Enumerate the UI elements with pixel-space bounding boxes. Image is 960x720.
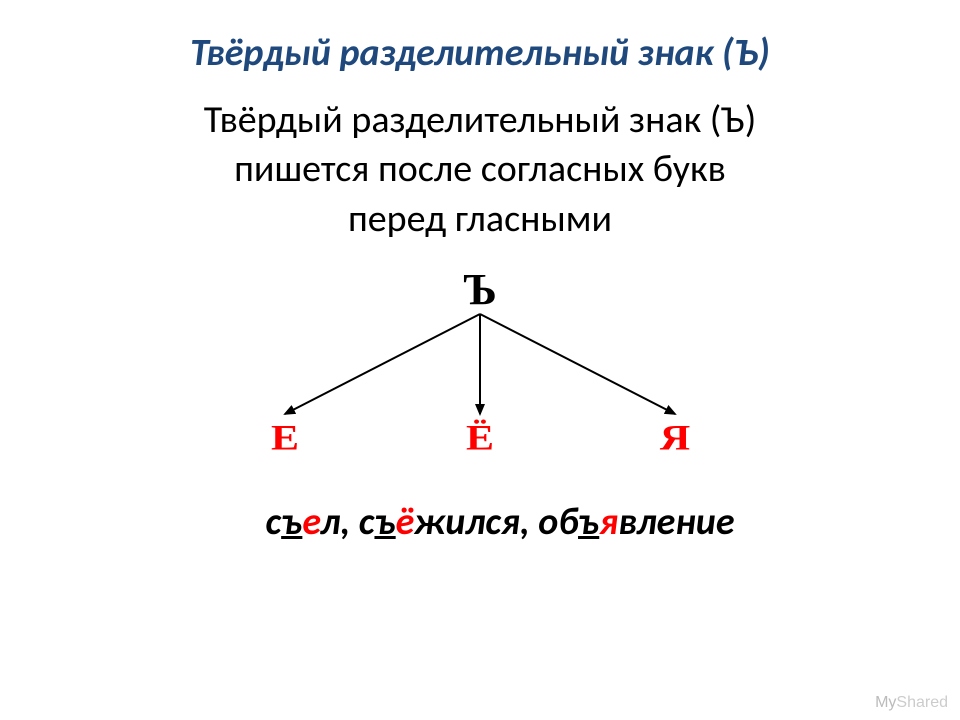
slide-title: Твёрдый разделительный знак (Ъ) bbox=[0, 0, 960, 96]
diagram-bottom-letter: Ё bbox=[466, 418, 494, 459]
watermark-part-1: My bbox=[875, 694, 896, 711]
rule-line-2: пишется после согласных букв bbox=[234, 146, 726, 192]
example-2: съёжился bbox=[359, 499, 520, 545]
diagram-bottom-letter: Я bbox=[660, 418, 690, 459]
example-1: съел bbox=[265, 499, 340, 545]
watermark: MyShared bbox=[875, 694, 948, 712]
example-words: съел, съёжился, объявление bbox=[0, 489, 960, 545]
diagram-bottom-letter: Е bbox=[271, 418, 299, 459]
example-3: объявление bbox=[538, 499, 734, 545]
rule-line-1: Твёрдый разделительный знак (Ъ) bbox=[204, 97, 756, 143]
rule-text: Твёрдый разделительный знак (Ъ) пишется … bbox=[0, 96, 960, 264]
branching-diagram: Ъ ЕЁЯ bbox=[230, 264, 730, 459]
rule-line-3: перед гласными bbox=[348, 196, 612, 242]
watermark-part-2: Shared bbox=[896, 694, 948, 711]
